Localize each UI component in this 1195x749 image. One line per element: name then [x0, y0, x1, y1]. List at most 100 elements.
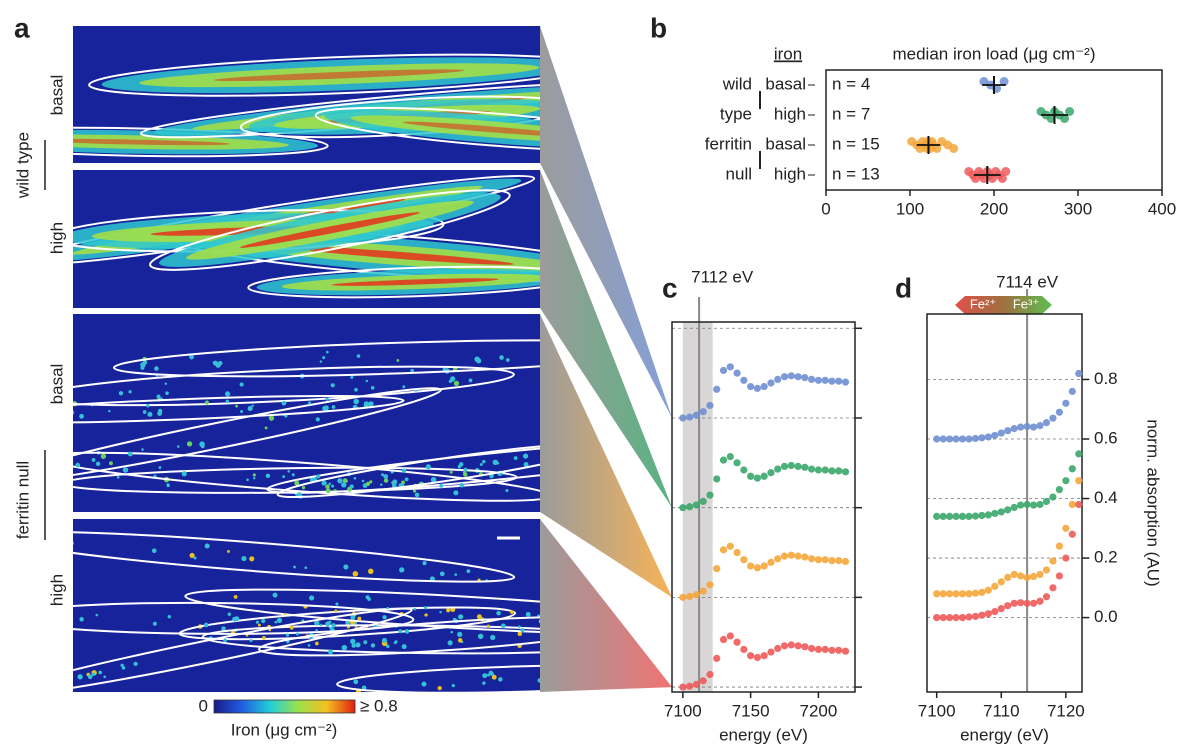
data-point [692, 591, 701, 599]
data-point [952, 590, 960, 598]
speckle [525, 611, 531, 617]
data-point [1046, 114, 1056, 123]
speckle [463, 471, 467, 475]
data-point [767, 648, 775, 656]
speckle [325, 621, 331, 627]
speckle [363, 640, 368, 645]
data-point [679, 683, 687, 691]
data-point [733, 459, 741, 467]
cell-outline [247, 265, 540, 299]
data-point [997, 578, 1005, 586]
data-point [1001, 167, 1011, 176]
speckle [355, 642, 361, 648]
speckle [350, 614, 356, 620]
data-point [999, 77, 1009, 86]
data-point [787, 372, 795, 380]
speckle [289, 625, 294, 630]
colorbar [213, 699, 356, 714]
micrograph [29, 314, 540, 512]
data-point [794, 642, 802, 650]
speckle [341, 644, 348, 651]
annotation-text: 7114 eV [996, 272, 1059, 291]
speckle [295, 632, 299, 636]
data-point [794, 373, 802, 381]
speckle [357, 616, 362, 621]
data-point [1023, 573, 1031, 582]
x-axis-label: energy (eV) [960, 725, 1049, 744]
data-point [767, 379, 775, 387]
speckle [283, 612, 286, 616]
data-point [1017, 501, 1025, 509]
speckle [69, 684, 73, 688]
speckle [437, 685, 442, 691]
data-point [726, 452, 734, 461]
group-label: ferritin null [13, 461, 32, 539]
data-point [808, 375, 816, 384]
cell-outline [73, 365, 515, 407]
speckle [247, 405, 253, 412]
speckle [133, 661, 138, 667]
n-label: n = 4 [832, 74, 870, 93]
data-point [1055, 542, 1063, 550]
speckle [316, 474, 320, 479]
speckle [353, 476, 357, 480]
data-point [939, 613, 947, 622]
data-point [1010, 424, 1018, 433]
data-point [933, 590, 941, 598]
speckle [309, 595, 315, 601]
speckle [262, 636, 266, 640]
speckle [672, 680, 675, 683]
speckle [439, 610, 442, 614]
data-point [679, 414, 687, 422]
connector [540, 26, 672, 418]
speckle [291, 473, 295, 477]
data-point [713, 565, 721, 573]
speckle [221, 626, 226, 631]
data-point [780, 642, 789, 650]
speckle [224, 391, 231, 397]
x-tick-label: 7100 [918, 701, 956, 720]
plot-frame [671, 321, 856, 693]
speckle [235, 404, 239, 408]
speckle [68, 612, 73, 617]
speckle [657, 622, 662, 627]
cell-outline [149, 189, 511, 271]
data-point [801, 643, 809, 651]
speckle [204, 400, 209, 405]
speckle [370, 643, 376, 648]
data-point [1004, 602, 1012, 610]
data-point [1055, 572, 1063, 580]
data-point [801, 553, 809, 561]
speckle [60, 686, 65, 691]
data-point [733, 638, 741, 646]
data-point [828, 646, 836, 654]
speckle [255, 620, 259, 624]
group-label: wild [722, 74, 752, 93]
cell-outline [73, 451, 540, 502]
speckle [212, 360, 218, 366]
data-point [794, 552, 802, 560]
speckle [294, 480, 300, 486]
speckle [141, 448, 144, 451]
data-point [965, 590, 973, 598]
speckle [29, 413, 32, 416]
speckle [315, 417, 320, 422]
speckle [353, 398, 360, 405]
speckle [413, 607, 417, 611]
x-tick-label: 7150 [732, 701, 770, 720]
data-point [767, 558, 775, 566]
data-point [1017, 599, 1025, 607]
speckle [251, 404, 254, 408]
y-tick-label: 0.4 [1094, 488, 1118, 507]
speckle [429, 576, 435, 582]
data-point [1010, 599, 1018, 607]
data-point [808, 644, 816, 653]
speckle [166, 483, 170, 487]
speckle [423, 606, 428, 610]
speckle [491, 674, 497, 680]
speckle [422, 561, 427, 566]
data-point [991, 608, 999, 616]
speckle [147, 411, 153, 417]
speckle [457, 631, 463, 637]
speckle [449, 376, 456, 382]
